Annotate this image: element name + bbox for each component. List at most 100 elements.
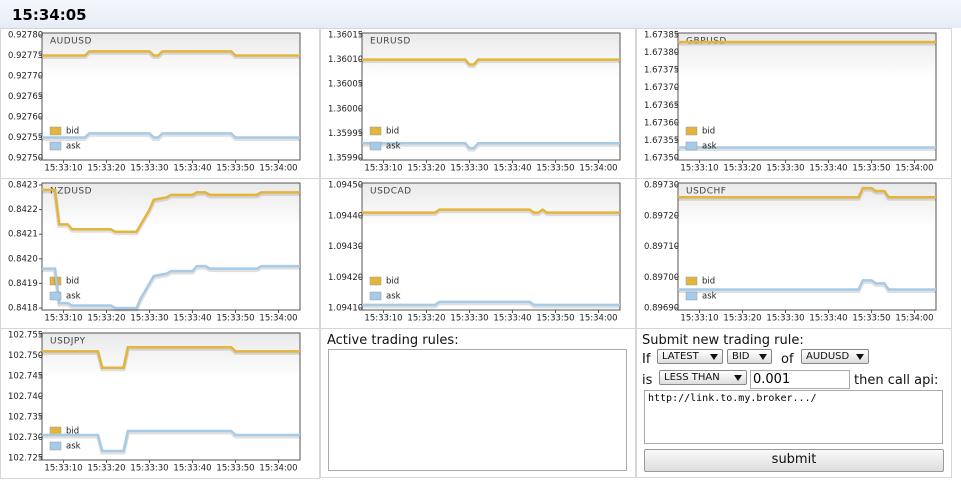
header-bar: 15:34:05 [0,0,961,28]
side-select[interactable]: BID [727,349,772,364]
submit-button[interactable]: submit [644,449,944,472]
y-tick-label: 1.67375 [644,66,679,76]
field-value: LATEST [662,351,699,362]
of-label: of [781,352,794,367]
series-line [678,186,936,199]
chart-title: AUDUSD [50,37,92,47]
y-tick-label: 0.89720 [644,211,679,221]
rules-title: Active trading rules: [327,333,459,348]
x-tick-label: 15:33:50 [852,314,890,324]
legend-swatch [685,141,698,151]
y-tick-label: 1.09450 [328,181,363,191]
y-tick-label: 102.725 [8,454,43,464]
rules-panel: Active trading rules: [320,328,636,478]
y-tick-label: 1.36010 [328,55,363,65]
x-tick-label: 15:33:40 [809,314,847,324]
legend-label: ask [702,142,717,152]
y-tick-label: 1.35995 [328,129,363,139]
legend-label: ask [386,142,401,152]
legend-label: ask [66,142,81,152]
x-tick-label: 15:34:00 [259,314,297,324]
x-tick-label: 15:33:40 [809,164,847,174]
line-shadow [362,59,620,69]
y-tick-label: 0.92770 [8,72,43,82]
x-tick-label: 15:33:20 [87,314,125,324]
legend-label: ask [702,292,717,302]
x-tick-label: 15:33:10 [680,314,718,324]
x-tick-label: 15:33:30 [450,314,488,324]
y-tick-label: 102.730 [8,433,43,443]
y-tick-label: 1.09420 [328,273,363,283]
chart-title: USDJPY [50,337,86,347]
threshold-value: 0.001 [753,372,791,387]
y-tick-label: 0.8419 [8,279,38,289]
series-line [42,346,300,370]
if-label: If [642,352,651,367]
legend-swatch [49,441,62,451]
x-tick-label: 15:33:50 [852,164,890,174]
field-select[interactable]: LATEST [657,349,723,364]
x-tick-label: 15:33:40 [173,164,211,174]
y-tick-label: 0.92775 [8,51,43,61]
plot-area [361,32,621,161]
y-tick-label: 1.36000 [328,104,363,114]
x-tick-label: 15:34:00 [579,164,617,174]
legend-swatch [369,291,382,301]
x-tick-label: 15:33:10 [364,314,402,324]
chart-title: NZDUSD [50,187,92,197]
legend-swatch [49,126,62,136]
x-tick-label: 15:33:30 [766,164,804,174]
symbol-select[interactable]: AUDUSD [801,349,869,364]
x-tick-label: 15:33:10 [364,164,402,174]
y-tick-label: 102.745 [8,372,43,382]
x-tick-label: 15:33:30 [130,314,168,324]
y-tick-label: 0.89700 [644,273,679,283]
legend-swatch [369,126,382,136]
y-tick-label: 0.89710 [644,242,679,252]
x-tick-label: 15:33:20 [87,464,125,474]
then-label: then call api: [854,373,939,388]
series-line [362,208,620,214]
legend-swatch [49,291,62,301]
y-tick-label: 102.750 [8,351,43,361]
y-tick-label: 102.735 [8,413,43,423]
y-tick-label: 1.67360 [644,118,679,128]
y-tick-label: 0.8420 [8,254,38,264]
x-tick-label: 15:34:00 [259,464,297,474]
is-label: is [642,373,653,388]
y-tick-label: 1.67355 [644,136,679,146]
x-tick-label: 15:34:00 [895,314,933,324]
y-tick-label: 0.92780 [8,31,43,41]
comparator-select[interactable]: LESS THAN [659,370,747,385]
x-tick-label: 15:33:50 [536,164,574,174]
y-tick-label: 0.8423 [8,181,38,191]
legend-label: bid [66,277,79,287]
threshold-input[interactable]: 0.001 [750,370,850,389]
legend-label: bid [66,427,79,437]
legend-swatch [49,141,62,151]
legend-label: ask [66,442,81,452]
legend-swatch [685,291,698,301]
x-tick-label: 15:33:50 [216,164,254,174]
y-tick-label: 1.09440 [328,211,363,221]
legend-label: bid [386,277,399,287]
submit-label: submit [771,452,817,467]
api-url-input[interactable]: http://link.to.my.broker.../ [644,390,943,444]
symbol-value: AUDUSD [806,351,850,362]
x-tick-label: 15:33:10 [44,314,82,324]
x-tick-label: 15:33:20 [723,314,761,324]
rule-form: Submit new trading rule: If LATEST BID o… [636,328,952,478]
y-tick-label: 0.92760 [8,113,43,123]
legend-label: bid [66,127,79,137]
x-tick-label: 15:33:30 [766,314,804,324]
y-tick-label: 0.8418 [8,304,38,314]
series-line [678,279,936,291]
x-tick-label: 15:33:50 [216,464,254,474]
y-tick-label: 1.09410 [328,304,363,314]
y-tick-label: 1.36005 [328,80,363,90]
legend-label: bid [386,127,399,137]
legend-swatch [685,126,698,136]
x-tick-label: 15:33:20 [407,164,445,174]
y-tick-label: 0.92755 [8,133,43,143]
